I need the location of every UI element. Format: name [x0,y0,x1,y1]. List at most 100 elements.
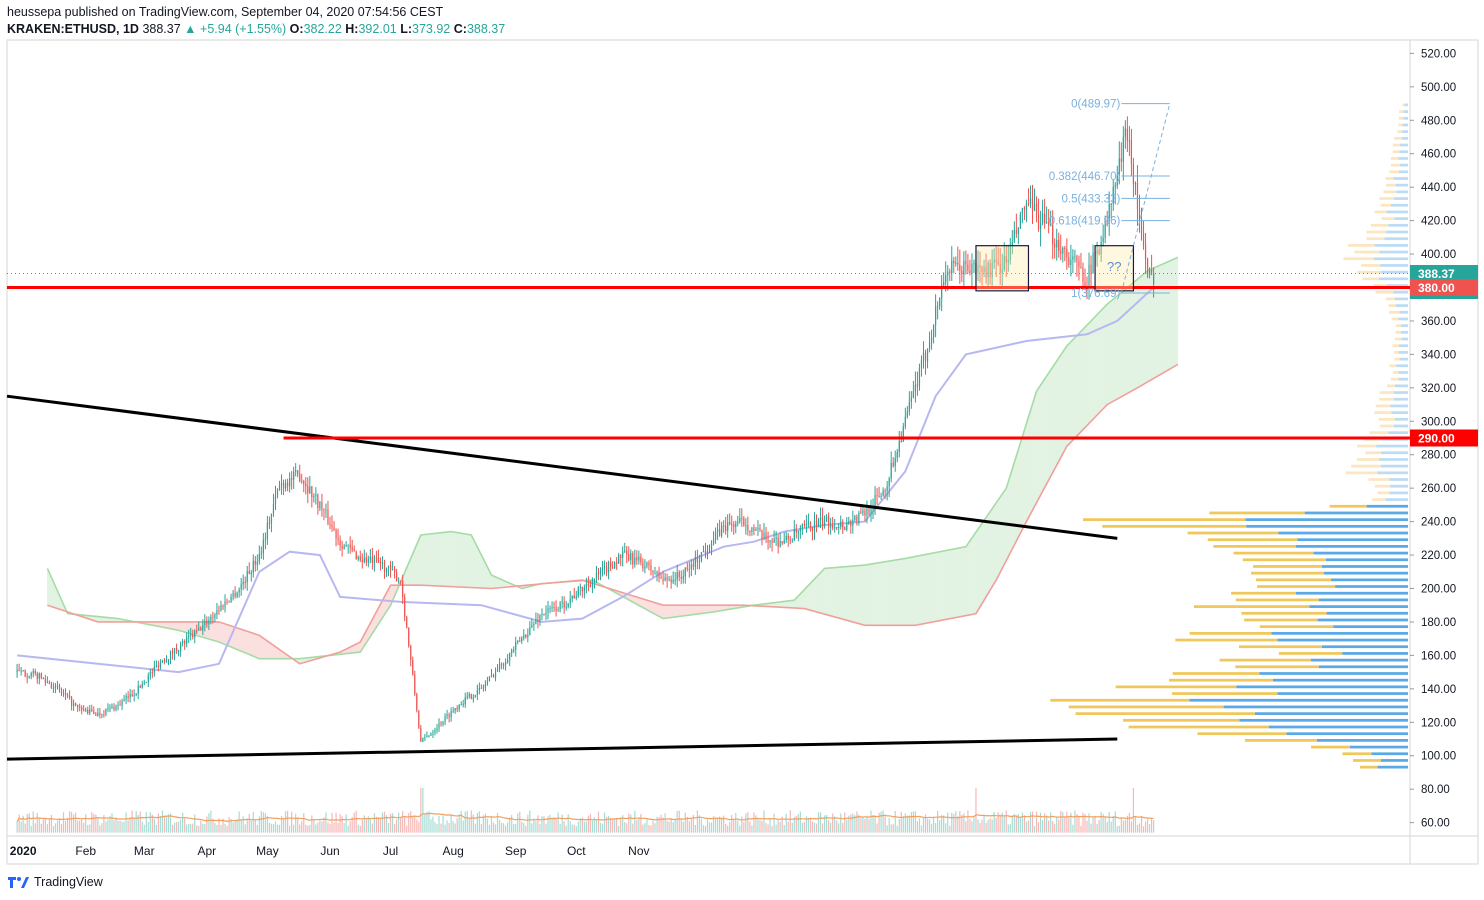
volume-profile-up-bar [1402,123,1408,127]
candle-body [1019,213,1021,229]
candle-body [1025,203,1028,210]
candle [165,655,168,663]
candle [440,721,442,727]
candle-body [1052,224,1054,244]
candle [1098,246,1100,256]
volume-bar [553,816,555,833]
candle-body [983,266,985,273]
candle [190,627,192,641]
candle [1060,234,1062,261]
volume-bar [706,819,709,833]
candle-body [355,551,357,560]
cloud-segment [1157,264,1160,377]
candle [484,680,487,692]
volume-bar [260,810,262,833]
volume-bar [535,821,537,833]
volume-bar [400,817,402,833]
candle [115,704,117,712]
volume-bar [163,815,166,833]
candle-body [771,540,773,543]
candle-body [731,524,733,526]
volume-profile-up-bar [1399,150,1408,154]
cloud-segment [224,623,228,646]
volume-bar [628,813,630,833]
volume-bar [579,818,581,833]
candle-body [928,342,931,349]
volume-bar [303,813,305,833]
cloud-segment [238,628,242,652]
volume-bar [129,817,131,833]
candle [319,500,321,512]
volume-profile-up-bar [1395,304,1408,307]
price-chart[interactable]: ??0(489.97)0.382(446.70)0.5(433.33)0.618… [0,0,1484,866]
candle [698,554,701,570]
candle [1044,198,1046,229]
candle [498,658,501,673]
volume-bar [1070,812,1072,833]
candle [353,545,355,552]
volume-bar [761,820,763,833]
candle [1110,203,1112,220]
volume-bar [494,824,497,833]
volume-profile-up-bar [1400,324,1408,328]
volume-bar [953,813,955,833]
candle-body [537,619,539,622]
candle [599,567,602,581]
candle-body [280,482,283,486]
volume-profile-up-bar [1401,337,1408,341]
candle-body [1041,213,1044,224]
candle-body [412,659,414,675]
candle [50,681,53,689]
cloud-segment [176,621,179,631]
cloud-segment [462,533,466,588]
candle-body [1106,220,1108,222]
volume-bar [959,811,961,833]
cloud-segment [244,630,248,655]
cloud-segment [1135,278,1138,390]
candle [517,640,519,645]
candle-body [393,569,396,573]
volume-bar [111,813,113,833]
candle-body [188,635,190,638]
cloud-segment [246,630,250,656]
volume-bar [1052,820,1054,833]
volume-bar [131,810,133,833]
cloud-segment [182,621,185,633]
volume-bar [928,819,931,833]
volume-bar [274,821,277,833]
candle-body [169,650,172,659]
candle-body [496,669,499,672]
volume-bar [1146,819,1149,833]
candle [852,510,854,534]
volume-bar [811,821,814,833]
volume-bar [813,822,816,833]
volume-bar [807,817,810,833]
candle-body [446,714,448,717]
candle-body [1023,207,1026,210]
candle [139,684,141,689]
volume-bar [716,817,719,833]
candle-body [614,562,616,569]
cloud-segment [975,528,979,615]
candle [351,539,353,553]
candle-body [337,538,339,540]
volume-bar [771,826,773,833]
candle [1048,209,1050,234]
cloud-segment [911,556,914,626]
candle [16,663,18,678]
volume-bar [1064,817,1066,833]
cloud-segment [812,578,815,612]
level-290-tag: 290.00 [1418,432,1455,446]
volume-bar [337,823,339,833]
volume-bar [973,816,975,833]
candle [70,695,73,711]
candle [240,578,242,596]
volume-bar [620,817,622,833]
cloud-segment [818,571,821,614]
volume-bar [347,825,349,833]
volume-bar [258,816,260,833]
candle [502,662,505,670]
candle [349,536,351,554]
candle [210,614,212,625]
volume-profile-down-bar [1050,698,1190,702]
